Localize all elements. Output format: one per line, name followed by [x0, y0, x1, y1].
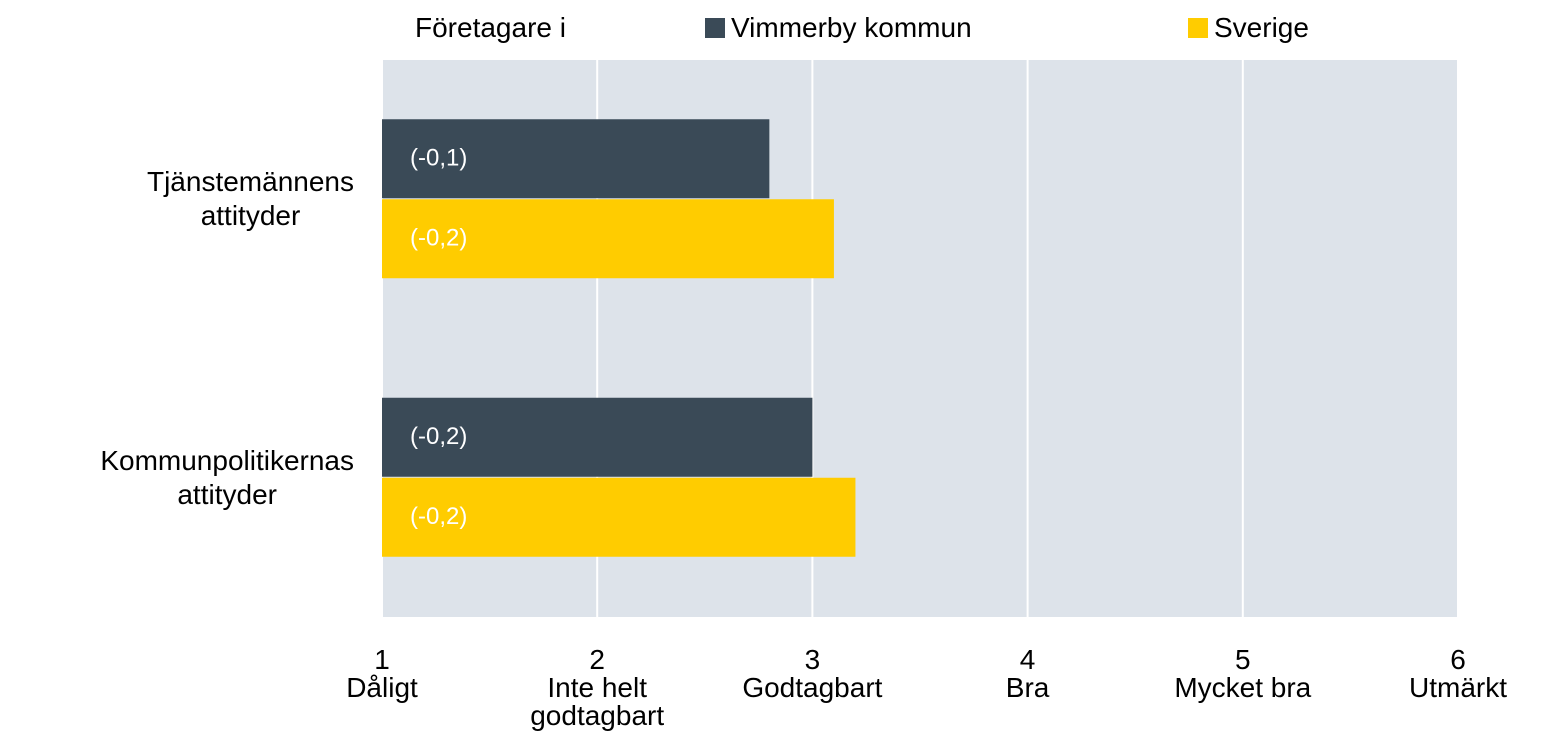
- legend-swatch: [1188, 18, 1208, 38]
- tick-number: 3: [804, 644, 821, 675]
- tick-number: 6: [1450, 644, 1466, 675]
- tick-text: Godtagbart: [742, 672, 883, 703]
- bar-annotation: (-0,1): [410, 145, 467, 172]
- bar: [382, 477, 856, 557]
- bar: [382, 119, 770, 199]
- tick-text: Dåligt: [346, 672, 418, 703]
- y-tick-label: Tjänstemännens attityder: [146, 166, 354, 232]
- bar: [382, 397, 813, 477]
- tick-text: Mycket bra: [1174, 672, 1312, 703]
- tick-text: Bra: [1005, 672, 1050, 703]
- tick-number: 4: [1019, 644, 1036, 675]
- legend-title: Företagare i: [415, 12, 566, 43]
- tick-text: Utmärkt: [1409, 672, 1507, 703]
- tick-number: 1: [374, 644, 390, 675]
- bar-annotation: (-0,2): [410, 423, 467, 450]
- legend-item: Vimmerby kommun: [705, 12, 972, 44]
- x-tick-label: 2 Inte helt godtagbart: [497, 646, 697, 730]
- x-tick-label: 4 Bra: [928, 646, 1128, 702]
- x-tick-label: 3 Godtagbart: [712, 646, 912, 702]
- bar-annotation: (-0,2): [410, 225, 467, 252]
- legend-label: Sverige: [1214, 12, 1309, 43]
- legend-label: Vimmerby kommun: [731, 12, 972, 43]
- tick-number: 5: [1235, 644, 1251, 675]
- x-tick-label: 1 Dåligt: [282, 646, 482, 702]
- legend-swatch: [705, 18, 725, 38]
- x-tick-label: 6 Utmärkt: [1358, 646, 1544, 702]
- tick-text: Inte helt godtagbart: [530, 672, 665, 731]
- bar-annotation: (-0,2): [410, 503, 467, 530]
- y-tick-label: Kommunpolitikernas attityder: [100, 444, 354, 510]
- legend-item: Sverige: [1188, 12, 1309, 44]
- tick-number: 2: [589, 644, 605, 675]
- bar: [382, 199, 834, 279]
- x-tick-label: 5 Mycket bra: [1143, 646, 1343, 702]
